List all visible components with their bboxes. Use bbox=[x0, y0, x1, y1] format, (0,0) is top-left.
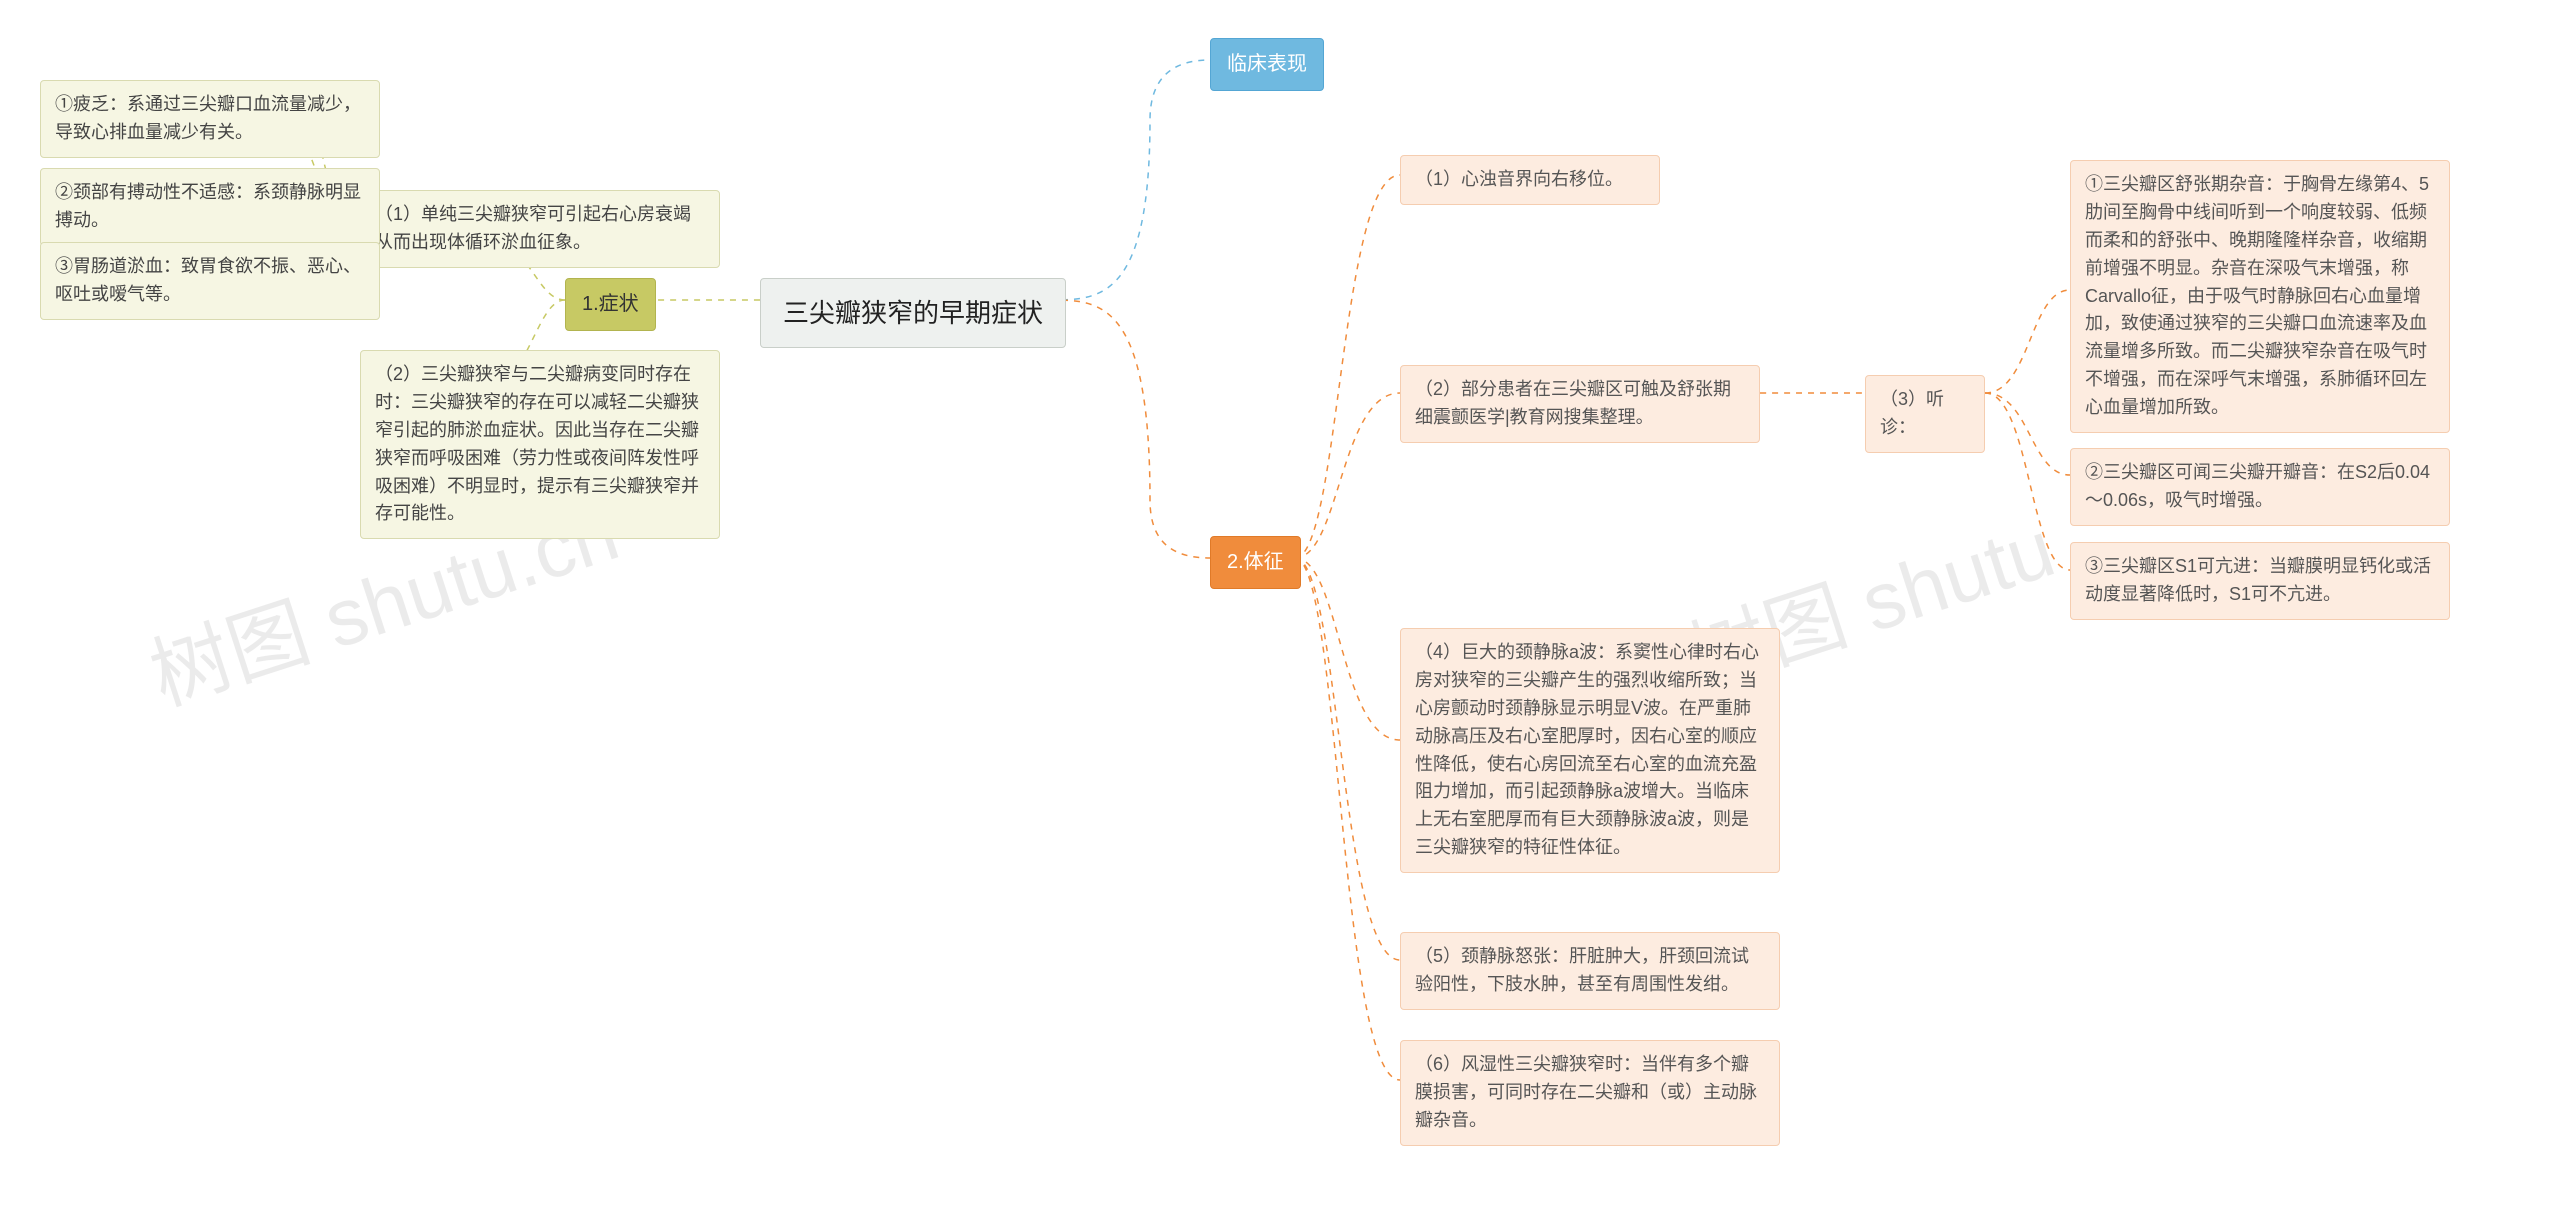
signs-t6: （6）风湿性三尖瓣狭窄时：当伴有多个瓣膜损害，可同时存在二尖瓣和（或）主动脉瓣杂… bbox=[1400, 1040, 1780, 1146]
signs-node: 2.体征 bbox=[1210, 536, 1301, 589]
signs-t3-c: ③三尖瓣区S1可亢进：当瓣膜明显钙化或活动度显著降低时，S1可不亢进。 bbox=[2070, 542, 2450, 620]
signs-t2: （2）部分患者在三尖瓣区可触及舒张期细震颤医学|教育网搜集整理。 bbox=[1400, 365, 1760, 443]
symptoms-s1-c: ③胃肠道淤血：致胃食欲不振、恶心、呕吐或嗳气等。 bbox=[40, 242, 380, 320]
symptoms-s1-b: ②颈部有搏动性不适感：系颈静脉明显搏动。 bbox=[40, 168, 380, 246]
signs-t3-label: （3）听诊： bbox=[1865, 375, 1985, 453]
symptoms-node: 1.症状 bbox=[565, 278, 656, 331]
signs-t5: （5）颈静脉怒张：肝脏肿大，肝颈回流试验阳性，下肢水肿，甚至有周围性发绀。 bbox=[1400, 932, 1780, 1010]
signs-t3-b: ②三尖瓣区可闻三尖瓣开瓣音：在S2后0.04～0.06s，吸气时增强。 bbox=[2070, 448, 2450, 526]
signs-t1: （1）心浊音界向右移位。 bbox=[1400, 155, 1660, 205]
symptoms-s1-a: ①疲乏：系通过三尖瓣口血流量减少，导致心排血量减少有关。 bbox=[40, 80, 380, 158]
signs-t4: （4）巨大的颈静脉a波：系窦性心律时右心房对狭窄的三尖瓣产生的强烈收缩所致；当心… bbox=[1400, 628, 1780, 873]
clinical-node: 临床表现 bbox=[1210, 38, 1324, 91]
signs-t3-a: ①三尖瓣区舒张期杂音：于胸骨左缘第4、5肋间至胸骨中线间听到一个响度较弱、低频而… bbox=[2070, 160, 2450, 433]
symptoms-s1: （1）单纯三尖瓣狭窄可引起右心房衰竭从而出现体循环淤血征象。 bbox=[360, 190, 720, 268]
root-node: 三尖瓣狭窄的早期症状 bbox=[760, 278, 1066, 348]
symptoms-s2: （2）三尖瓣狭窄与二尖瓣病变同时存在时：三尖瓣狭窄的存在可以减轻二尖瓣狭窄引起的… bbox=[360, 350, 720, 539]
